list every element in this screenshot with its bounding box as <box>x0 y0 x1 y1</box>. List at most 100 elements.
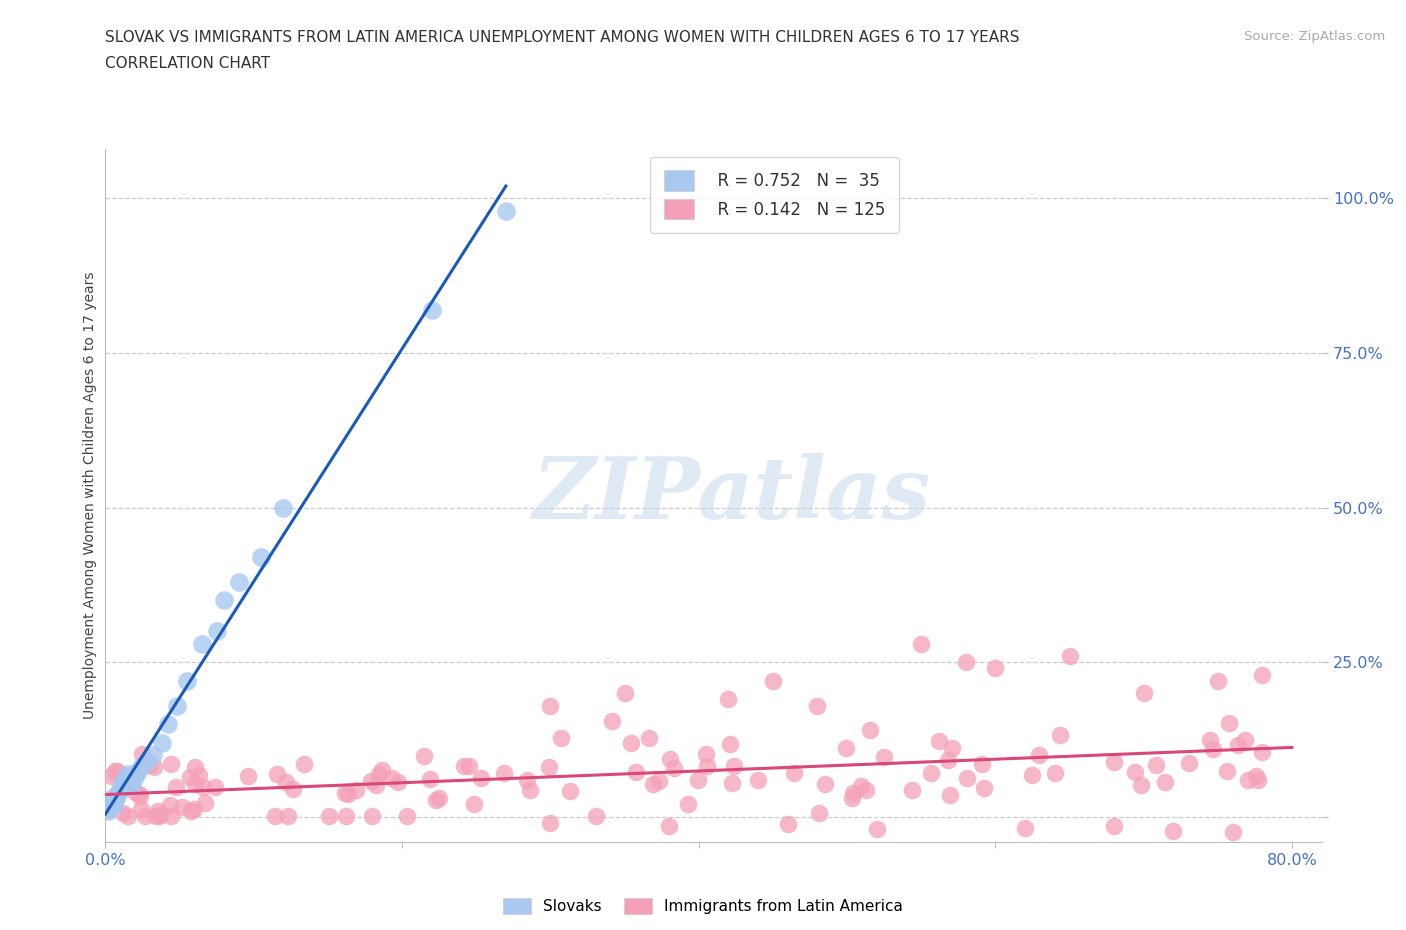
Point <box>118 776 141 790</box>
Point <box>142 748 165 763</box>
Point <box>873 750 896 764</box>
Point <box>859 722 882 737</box>
Point <box>425 792 447 807</box>
Point <box>463 796 485 811</box>
Point <box>277 808 299 823</box>
Point <box>344 782 367 797</box>
Point <box>104 790 127 805</box>
Point <box>1125 764 1147 779</box>
Point <box>1202 742 1225 757</box>
Point <box>659 751 682 766</box>
Point <box>273 500 295 515</box>
Point <box>194 796 217 811</box>
Point <box>98 800 121 815</box>
Point <box>695 747 717 762</box>
Point <box>420 302 443 317</box>
Text: Source: ZipAtlas.com: Source: ZipAtlas.com <box>1244 30 1385 43</box>
Point <box>127 764 149 778</box>
Point <box>1104 755 1126 770</box>
Point <box>516 773 538 788</box>
Point <box>128 786 150 801</box>
Point <box>148 808 170 823</box>
Point <box>413 749 436 764</box>
Point <box>537 760 560 775</box>
Point <box>114 780 136 795</box>
Point <box>360 774 382 789</box>
Point <box>901 782 924 797</box>
Point <box>1247 773 1270 788</box>
Point <box>149 807 172 822</box>
Point <box>101 790 124 804</box>
Point <box>910 636 932 651</box>
Point <box>121 778 143 793</box>
Point <box>1043 766 1066 781</box>
Point <box>101 794 124 809</box>
Point <box>129 760 152 775</box>
Point <box>1154 775 1177 790</box>
Point <box>318 808 340 823</box>
Point <box>370 763 392 777</box>
Point <box>1244 769 1267 784</box>
Point <box>264 808 287 823</box>
Point <box>117 766 139 781</box>
Point <box>142 760 165 775</box>
Point <box>620 736 643 751</box>
Point <box>228 575 250 590</box>
Point <box>138 757 160 772</box>
Point <box>250 550 273 565</box>
Point <box>1028 747 1050 762</box>
Point <box>361 808 384 823</box>
Point <box>624 764 647 779</box>
Point <box>124 784 146 799</box>
Point <box>180 804 202 818</box>
Point <box>849 779 872 794</box>
Point <box>100 768 122 783</box>
Point <box>814 777 837 791</box>
Point <box>721 776 744 790</box>
Point <box>658 818 681 833</box>
Point <box>1144 758 1167 773</box>
Point <box>179 770 201 785</box>
Point <box>637 730 659 745</box>
Point <box>1177 755 1199 770</box>
Point <box>984 661 1007 676</box>
Point <box>955 655 977 670</box>
Point <box>333 786 356 801</box>
Point <box>105 764 128 778</box>
Point <box>212 593 235 608</box>
Point <box>115 769 138 784</box>
Point <box>1218 716 1240 731</box>
Point <box>103 796 125 811</box>
Point <box>807 806 830 821</box>
Point <box>1237 773 1260 788</box>
Point <box>419 772 441 787</box>
Point <box>495 204 517 219</box>
Point <box>1250 745 1272 760</box>
Point <box>470 770 492 785</box>
Legend: Slovaks, Immigrants from Latin America: Slovaks, Immigrants from Latin America <box>496 892 910 921</box>
Point <box>866 822 889 837</box>
Point <box>717 692 740 707</box>
Point <box>146 804 169 818</box>
Point <box>236 768 259 783</box>
Point <box>936 752 959 767</box>
Point <box>835 740 858 755</box>
Point <box>519 782 541 797</box>
Point <box>643 777 665 792</box>
Point <box>427 790 450 805</box>
Point <box>117 808 139 823</box>
Point <box>281 781 304 796</box>
Point <box>928 734 950 749</box>
Point <box>762 673 785 688</box>
Point <box>970 756 993 771</box>
Point <box>560 784 582 799</box>
Point <box>156 717 179 732</box>
Point <box>1199 733 1222 748</box>
Point <box>381 770 404 785</box>
Point <box>1251 667 1274 682</box>
Point <box>676 796 699 811</box>
Point <box>183 802 205 817</box>
Point <box>1233 733 1256 748</box>
Point <box>1163 823 1185 838</box>
Point <box>1021 768 1043 783</box>
